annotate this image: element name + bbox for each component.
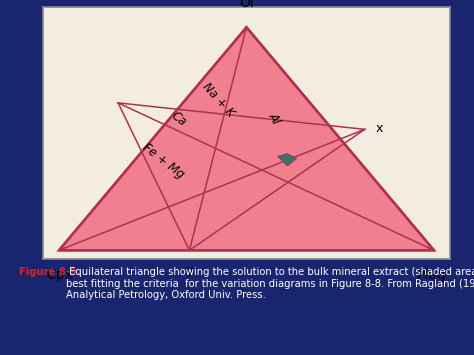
Text: Equilateral triangle showing the solution to the bulk mineral extract (shaded ar: Equilateral triangle showing the solutio… [66,267,474,300]
Text: Ol: Ol [239,0,254,10]
Text: Plag: Plag [417,268,446,283]
Text: Cpx: Cpx [47,268,73,283]
Text: Figure 8-9.: Figure 8-9. [18,267,81,277]
Text: Na + K: Na + K [200,81,237,120]
Polygon shape [278,154,297,166]
Text: Al: Al [266,110,283,126]
Text: Fe + Mg: Fe + Mg [140,141,186,181]
Text: y: y [186,264,193,277]
Polygon shape [59,27,434,250]
Text: x: x [376,121,383,135]
Text: Ca: Ca [169,109,189,129]
